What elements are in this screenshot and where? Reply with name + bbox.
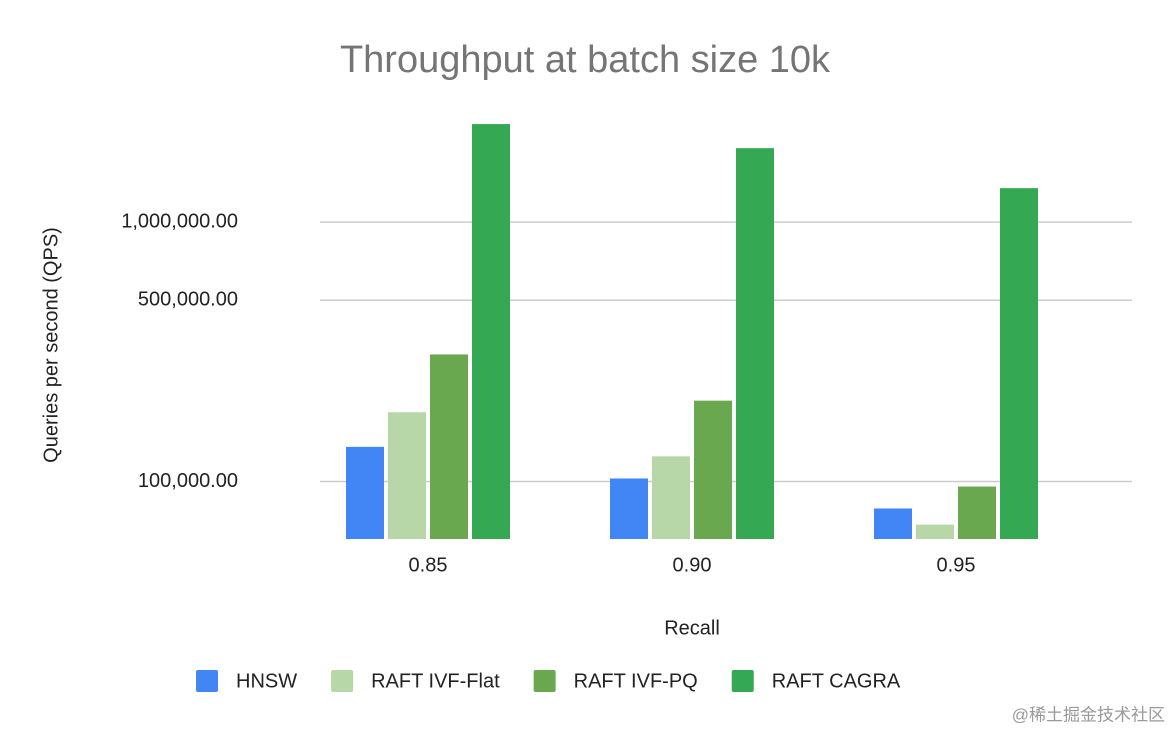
legend-swatch bbox=[196, 670, 218, 692]
bar bbox=[346, 446, 384, 539]
x-tick-label: 0.90 bbox=[673, 554, 712, 576]
x-tick-label: 0.95 bbox=[937, 554, 976, 576]
bar bbox=[736, 148, 774, 539]
legend-label: RAFT IVF-Flat bbox=[371, 670, 500, 692]
legend-label: RAFT CAGRA bbox=[772, 670, 901, 692]
legend-label: RAFT IVF-PQ bbox=[574, 670, 698, 692]
bar bbox=[652, 456, 690, 539]
y-axis-title: Queries per second (QPS) bbox=[40, 227, 62, 463]
legend-swatch bbox=[731, 670, 754, 692]
bar bbox=[958, 486, 996, 539]
bar bbox=[388, 412, 426, 539]
x-axis-title: Recall bbox=[664, 617, 720, 639]
bar bbox=[1000, 188, 1038, 539]
watermark: @稀土掘金技术社区 bbox=[1012, 705, 1165, 724]
y-tick-label: 100,000.00 bbox=[138, 470, 238, 492]
chart-title: Throughput at batch size 10k bbox=[340, 39, 831, 81]
bar bbox=[874, 508, 912, 539]
bar bbox=[430, 354, 468, 539]
y-tick-label: 1,000,000.00 bbox=[121, 210, 238, 232]
legend-swatch bbox=[533, 670, 556, 692]
y-tick-label: 500,000.00 bbox=[138, 289, 238, 311]
bar bbox=[472, 124, 510, 539]
legend-swatch bbox=[331, 670, 354, 692]
legend-label: HNSW bbox=[236, 670, 297, 692]
x-tick-label: 0.85 bbox=[409, 554, 448, 576]
bar bbox=[694, 400, 732, 539]
bar bbox=[916, 524, 954, 539]
bar bbox=[610, 478, 648, 539]
